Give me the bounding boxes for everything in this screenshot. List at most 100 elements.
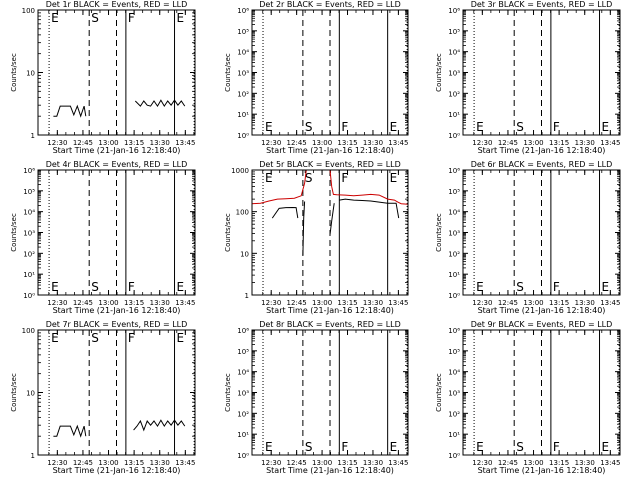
x-tick-label: 13:45 xyxy=(600,299,620,307)
y-tick-label: 100 xyxy=(22,327,35,335)
event-line-label: F xyxy=(341,120,348,134)
event-line-label: F xyxy=(128,11,135,25)
event-line-label: E xyxy=(177,280,185,294)
detector-panel-7: Det 7r BLACK = Events, RED = LLD Counts/s… xyxy=(10,320,196,475)
y-tick-label: 10⁵ xyxy=(448,28,460,36)
x-tick-label: 13:00 xyxy=(523,459,543,467)
event-line-label: E xyxy=(476,280,484,294)
event-line-label: E xyxy=(177,11,185,25)
event-line-label: F xyxy=(341,171,348,185)
y-tick-label: 10⁶ xyxy=(448,7,460,15)
panel-title: Det 7r BLACK = Events, RED = LLD xyxy=(46,320,188,329)
event-line-label: F xyxy=(553,440,560,454)
y-tick-label: 10⁵ xyxy=(23,188,35,196)
x-axis-label: Start Time (21-Jan-16 12:18:40) xyxy=(478,306,606,315)
x-tick-label: 12:30 xyxy=(261,139,281,147)
event-line-label: E xyxy=(51,331,59,345)
y-tick-label: 10⁰ xyxy=(448,132,460,140)
x-tick-label: 13:15 xyxy=(549,139,569,147)
x-tick-label: 13:45 xyxy=(600,139,620,147)
event-line-label: S xyxy=(516,120,524,134)
x-tick-label: 13:15 xyxy=(124,459,144,467)
y-tick-label: 10² xyxy=(23,250,35,258)
plot-frame xyxy=(462,169,621,296)
plot-frame xyxy=(251,169,409,296)
series-line-events xyxy=(329,203,335,235)
x-axis-label: Start Time (21-Jan-16 12:18:40) xyxy=(266,146,394,155)
x-tick-label: 13:30 xyxy=(575,299,595,307)
plot-frame xyxy=(251,9,409,136)
y-tick-label: 10⁶ xyxy=(23,167,35,175)
y-tick-label: 100 xyxy=(236,209,249,217)
x-tick-label: 13:30 xyxy=(363,139,383,147)
plot-frame xyxy=(462,329,621,456)
x-tick-label: 13:30 xyxy=(363,459,383,467)
y-tick-label: 10 xyxy=(26,70,35,78)
event-line-label: F xyxy=(128,331,135,345)
event-line-label: S xyxy=(516,440,524,454)
y-tick-label: 10⁵ xyxy=(237,28,249,36)
x-tick-label: 13:00 xyxy=(523,299,543,307)
series-line-events xyxy=(302,201,306,256)
y-tick-label: 10¹ xyxy=(237,111,249,119)
x-axis-label: Start Time (21-Jan-16 12:18:40) xyxy=(478,466,606,475)
event-line-label: E xyxy=(265,171,273,185)
x-axis-label: Start Time (21-Jan-16 12:18:40) xyxy=(53,306,181,315)
y-axis-label: Counts/sec xyxy=(224,373,232,412)
x-axis-label: Start Time (21-Jan-16 12:18:40) xyxy=(266,306,394,315)
x-tick-label: 13:00 xyxy=(312,459,332,467)
y-tick-label: 10⁴ xyxy=(23,209,35,217)
plot-frame xyxy=(37,329,196,456)
x-tick-label: 13:45 xyxy=(175,459,195,467)
x-tick-label: 12:30 xyxy=(261,459,281,467)
x-tick-label: 13:30 xyxy=(575,139,595,147)
x-tick-label: 13:15 xyxy=(337,459,357,467)
y-tick-label: 10⁶ xyxy=(237,327,249,335)
y-tick-label: 10³ xyxy=(237,390,249,398)
y-tick-label: 1 xyxy=(31,452,35,460)
y-tick-label: 10¹ xyxy=(448,271,460,279)
x-tick-label: 13:45 xyxy=(388,139,408,147)
y-axis-label: Counts/sec xyxy=(435,53,443,92)
y-axis-label: Counts/sec xyxy=(10,53,18,92)
y-tick-label: 10² xyxy=(448,250,460,258)
event-line-label: F xyxy=(553,120,560,134)
event-line-label: E xyxy=(390,120,398,134)
x-tick-label: 12:45 xyxy=(287,139,307,147)
panel-title: Det 8r BLACK = Events, RED = LLD xyxy=(259,320,401,329)
series-line-lld xyxy=(329,170,408,205)
y-axis-label: Counts/sec xyxy=(224,53,232,92)
x-tick-label: 13:00 xyxy=(98,299,118,307)
event-line-label: S xyxy=(91,280,99,294)
x-tick-label: 13:00 xyxy=(312,299,332,307)
x-tick-label: 13:30 xyxy=(150,139,170,147)
x-tick-label: 12:30 xyxy=(47,459,67,467)
y-tick-label: 10⁴ xyxy=(448,369,460,377)
series-line xyxy=(53,424,87,438)
event-line-label: E xyxy=(476,120,484,134)
panel-title: Det 5r BLACK = Events, RED = LLD xyxy=(259,160,401,169)
x-tick-label: 13:30 xyxy=(150,459,170,467)
y-tick-label: 10⁴ xyxy=(448,209,460,217)
detector-panel-4: Det 4r BLACK = Events, RED = LLD Counts/s… xyxy=(10,160,196,315)
y-tick-label: 1 xyxy=(245,292,249,300)
x-tick-label: 13:15 xyxy=(549,459,569,467)
panel-title: Det 9r BLACK = Events, RED = LLD xyxy=(471,320,613,329)
x-tick-label: 12:45 xyxy=(73,459,93,467)
x-tick-label: 13:15 xyxy=(549,299,569,307)
detector-panel-2: Det 2r BLACK = Events, RED = LLD Counts/s… xyxy=(224,0,409,155)
event-line-label: E xyxy=(602,120,610,134)
x-tick-label: 13:45 xyxy=(388,299,408,307)
x-tick-label: 13:15 xyxy=(337,299,357,307)
y-tick-label: 10⁶ xyxy=(448,327,460,335)
event-line-label: S xyxy=(91,11,99,25)
plot-frame xyxy=(251,329,409,456)
event-line-label: E xyxy=(602,280,610,294)
x-axis-label: Start Time (21-Jan-16 12:18:40) xyxy=(53,146,181,155)
y-tick-label: 10¹ xyxy=(237,431,249,439)
y-tick-label: 10⁰ xyxy=(23,292,35,300)
y-tick-label: 10¹ xyxy=(23,271,35,279)
x-tick-label: 12:30 xyxy=(47,299,67,307)
x-axis-label: Start Time (21-Jan-16 12:18:40) xyxy=(478,146,606,155)
